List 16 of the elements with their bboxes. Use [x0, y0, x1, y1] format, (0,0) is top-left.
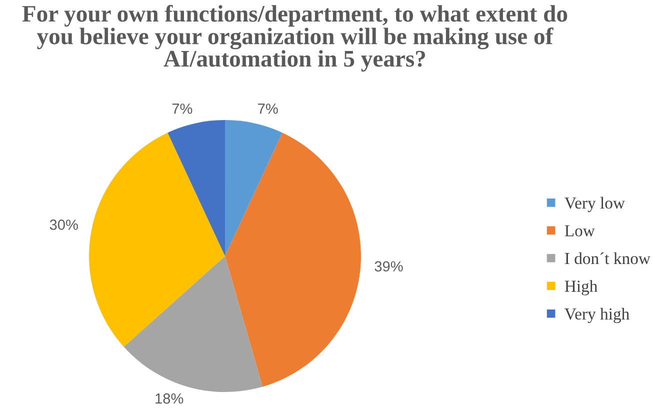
data-label: 7% [258, 104, 278, 114]
data-label: 7% [172, 104, 192, 114]
pie-slice [168, 120, 226, 256]
legend-label: Low [564, 225, 595, 236]
pie-slice [89, 132, 226, 347]
data-label: 18% [156, 393, 184, 404]
data-label: 30% [50, 220, 78, 230]
legend-label: I don´t know [564, 252, 650, 264]
legend-label: Very high [564, 308, 630, 324]
data-label: 39% [374, 261, 403, 272]
pie-slice [124, 256, 263, 392]
chart-title: For your own functions/department, to what extent do you believe your organization will be making use of AI/automation in 5 years? [22, 4, 568, 72]
legend-label: High [564, 280, 598, 296]
pie-slice [225, 132, 361, 387]
legend-label: Very low [564, 196, 625, 212]
pie-slice [225, 120, 282, 256]
